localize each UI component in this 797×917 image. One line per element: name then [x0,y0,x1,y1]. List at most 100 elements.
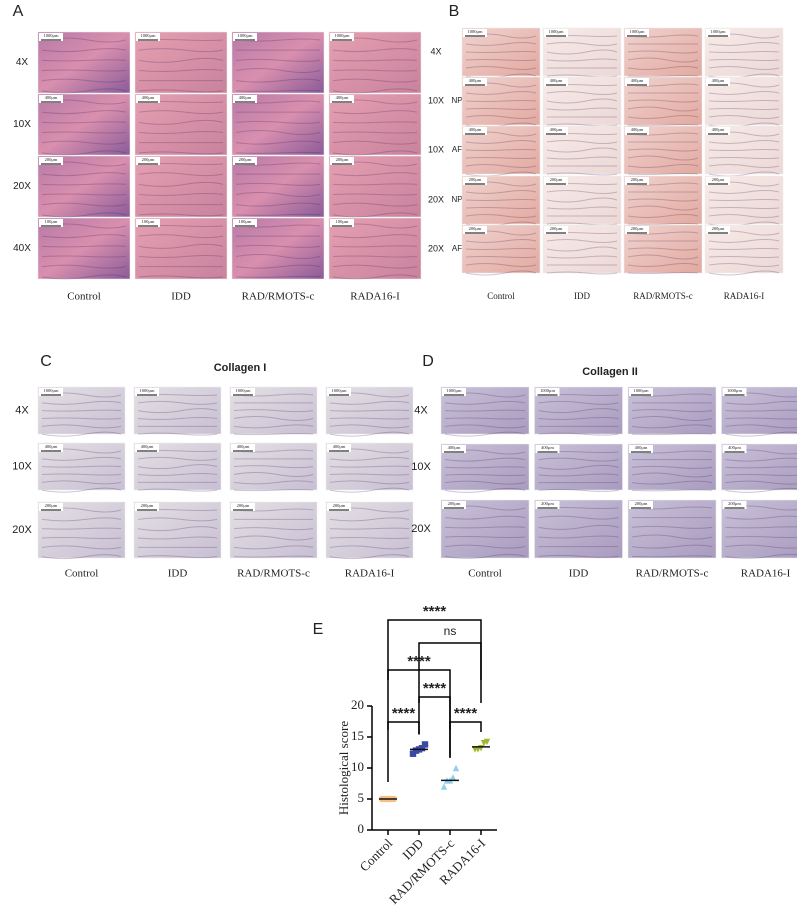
tissue-texture [233,527,314,531]
tissue-texture [627,155,699,161]
scale-bar-label: 400μm [141,444,154,449]
tissue-texture [538,400,619,405]
scale-box [722,388,747,396]
scale-box [625,78,649,86]
micrograph [325,501,414,559]
micrograph [134,93,228,156]
tissue-texture [329,527,410,530]
scale-box [330,33,354,41]
tissue-texture [329,480,410,485]
tissue-texture [631,472,713,478]
scale-bar-label: 100μm [239,219,252,224]
row-label: 20X [12,524,32,536]
tissue-texture [465,140,537,144]
tissue-texture [627,124,699,126]
tissue-texture [444,409,526,412]
scale-bar-label: 1000μm [468,29,483,34]
column-label: RAD/RMOTS-c [242,291,315,303]
column-label: RAD/RMOTS-c [633,291,693,301]
scale-bar-label: 400μm [239,95,252,100]
tissue-texture [546,91,618,95]
tissue-texture [708,108,780,110]
tissue-texture [708,256,780,258]
tissue-texture [233,545,314,550]
tissue-texture [41,264,127,269]
data-point [440,783,448,790]
tissue-texture [465,66,537,70]
tissue-texture [41,400,122,405]
scale-bar-label: 100μm [336,219,349,224]
scale-box [233,95,257,103]
micrograph [328,93,422,156]
x-tick-label: IDD [399,836,426,863]
tissue-texture [538,535,619,539]
column-label: Control [468,568,502,580]
scale-box [330,157,354,165]
tissue-texture [41,172,127,177]
tissue-texture [627,254,699,260]
scale-box [39,388,63,396]
micrograph [328,155,422,218]
micrograph [37,93,131,156]
y-tick-label: 5 [358,790,365,805]
tissue-texture [235,68,321,73]
tissue-texture [627,99,699,103]
tissue-texture [329,424,410,429]
tissue-texture [631,480,713,485]
tissue-texture [138,255,224,258]
scale-box [442,388,466,396]
tissue-texture [546,239,618,243]
tissue-texture [465,42,537,46]
tissue-texture [138,110,224,115]
tissue-texture [332,78,418,83]
column-label: Control [67,291,101,303]
scale-box [463,127,487,135]
scale-box [233,157,257,165]
tissue-texture [138,275,224,279]
scale-bar-label: 200μm [336,157,349,162]
tissue-texture [465,149,537,151]
scale-box [544,78,568,86]
tissue-texture [465,171,537,177]
scale-box [544,177,568,185]
tissue-texture [708,91,780,95]
scale-box [535,388,560,396]
scale-bar-label: 400μm [336,95,349,100]
tissue-texture [329,409,410,412]
scale-bar-label: 100μm [45,219,58,224]
scale-bar-label: 200μm [712,177,725,182]
tissue-texture [708,66,780,70]
tissue-texture [41,150,127,156]
significance-bracket [387,619,482,680]
scale-bar-label: 1000μm [634,388,649,393]
tissue-texture [538,524,619,530]
scale-bar-label: 200μm [141,503,154,508]
micrograph [133,501,222,559]
tissue-texture [137,488,218,492]
tissue-texture [546,147,618,153]
tissue-texture [444,400,526,405]
tissue-texture [138,172,224,177]
tissue-texture [235,130,321,135]
scale-bar-label: 200μm [239,157,252,162]
column-label: RADA16-I [350,291,400,303]
scale-box [233,33,257,41]
x-tick-label: Control [357,835,396,874]
tissue-texture [235,254,321,259]
tissue-texture [546,58,618,62]
scale-box [706,78,730,86]
panel-label: E [313,621,324,638]
scale-bar-label: 1000μm [44,388,59,393]
tissue-texture [332,121,418,124]
scale-bar-label: 400μm [550,127,563,132]
tissue-texture [546,206,618,210]
column-label: RADA16-I [345,568,395,580]
tissue-texture [41,140,127,145]
row-label: 20X [411,523,431,535]
scale-box [39,444,63,452]
scale-bar-label: 400μm [237,444,250,449]
tissue-texture [233,489,314,492]
micrograph [37,217,131,280]
tissue-texture [41,234,127,239]
scale-bar-label: 400μm [728,445,741,450]
